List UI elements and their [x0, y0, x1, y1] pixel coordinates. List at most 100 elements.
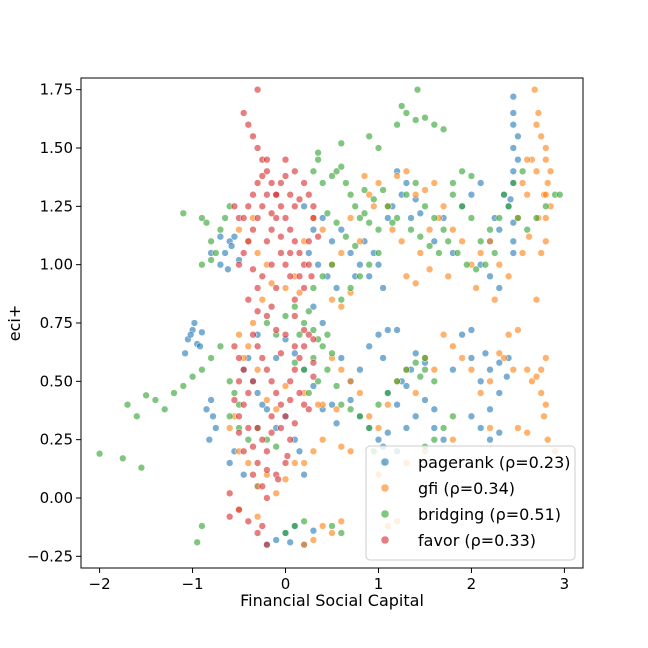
- data-point: [337, 303, 345, 311]
- data-point: [253, 459, 262, 467]
- data-point: [235, 377, 243, 385]
- data-point: [281, 214, 290, 222]
- data-point: [337, 226, 345, 234]
- data-point: [319, 179, 327, 187]
- data-point: [439, 331, 448, 339]
- data-point: [365, 219, 373, 227]
- data-point: [356, 237, 364, 245]
- data-point: [393, 172, 401, 180]
- data-point: [190, 319, 199, 327]
- data-point: [467, 191, 476, 199]
- data-point: [332, 284, 341, 292]
- data-point: [500, 191, 508, 199]
- data-point: [309, 326, 318, 334]
- data-point: [263, 319, 271, 327]
- data-point: [398, 237, 406, 245]
- data-point: [196, 342, 204, 350]
- data-point: [263, 396, 271, 404]
- data-point: [486, 237, 494, 245]
- data-point: [544, 179, 552, 187]
- data-point: [537, 249, 545, 257]
- legend-label: bridging (ρ=0.51): [418, 505, 561, 524]
- data-point: [514, 326, 522, 334]
- data-point: [374, 401, 383, 409]
- data-point: [307, 272, 316, 280]
- data-point: [467, 412, 476, 420]
- data-point: [198, 328, 206, 336]
- data-point: [253, 424, 262, 432]
- data-point: [253, 513, 262, 521]
- data-point: [244, 202, 252, 210]
- data-point: [365, 342, 373, 350]
- data-point: [407, 226, 415, 234]
- data-point: [305, 191, 313, 199]
- data-point: [504, 272, 513, 280]
- data-point: [323, 366, 332, 374]
- data-point: [449, 366, 457, 374]
- data-point: [384, 202, 392, 210]
- data-point: [291, 366, 299, 374]
- data-point: [421, 202, 429, 210]
- data-point: [281, 284, 290, 292]
- data-point: [309, 335, 318, 343]
- data-point: [188, 373, 197, 381]
- data-point: [402, 179, 411, 187]
- data-point: [384, 389, 392, 397]
- data-point: [467, 214, 476, 222]
- data-point: [346, 405, 355, 413]
- data-point: [263, 167, 271, 175]
- data-point: [226, 412, 234, 420]
- data-point: [514, 214, 522, 222]
- legend-label: pagerank (ρ=0.23): [418, 453, 571, 472]
- data-point: [205, 436, 213, 444]
- data-point: [240, 401, 248, 409]
- y-axis-ticks: −0.25 0.00 0.25 0.50 0.75 1.00 1.25 1.50 1.75: [27, 81, 81, 565]
- data-point: [291, 419, 299, 427]
- data-point: [267, 412, 276, 420]
- data-point: [319, 226, 327, 234]
- data-point: [235, 226, 243, 234]
- data-point: [556, 191, 564, 199]
- data-point: [472, 265, 480, 273]
- data-point: [407, 214, 415, 222]
- data-point: [449, 412, 457, 420]
- data-point: [253, 366, 262, 374]
- data-point: [249, 377, 257, 385]
- data-point: [300, 459, 308, 467]
- data-point: [277, 401, 285, 409]
- data-point: [272, 489, 280, 497]
- data-point: [244, 424, 252, 432]
- data-point: [263, 494, 271, 502]
- data-point: [439, 226, 448, 234]
- data-point: [244, 237, 252, 245]
- data-point: [486, 377, 494, 385]
- data-point: [133, 412, 141, 420]
- data-point: [346, 377, 355, 385]
- data-point: [198, 522, 206, 530]
- data-point: [300, 471, 308, 479]
- legend: pagerank (ρ=0.23) gfi (ρ=0.34) bridging (ρ…: [365, 445, 576, 561]
- data-point: [518, 167, 527, 175]
- y-axis-label: eci+: [5, 305, 24, 342]
- data-point: [458, 167, 466, 175]
- data-point: [119, 454, 127, 462]
- y-tick-label: 0.00: [40, 489, 73, 507]
- data-point: [356, 366, 364, 374]
- x-axis-ticks: −2 −1 0 1 2 3: [89, 568, 569, 593]
- data-point: [181, 349, 189, 357]
- data-point: [281, 261, 290, 269]
- data-point: [425, 265, 434, 273]
- y-tick-label: 0.25: [40, 431, 73, 449]
- x-axis-label: Financial Social Capital: [240, 591, 424, 610]
- data-point: [249, 471, 257, 479]
- data-point: [374, 249, 383, 257]
- data-point: [258, 272, 266, 280]
- data-point: [272, 214, 280, 222]
- data-point: [509, 249, 517, 257]
- data-point: [263, 447, 271, 455]
- data-point: [281, 172, 290, 180]
- data-point: [449, 226, 457, 234]
- data-point: [272, 536, 280, 544]
- data-point: [123, 401, 132, 409]
- data-point: [263, 405, 271, 413]
